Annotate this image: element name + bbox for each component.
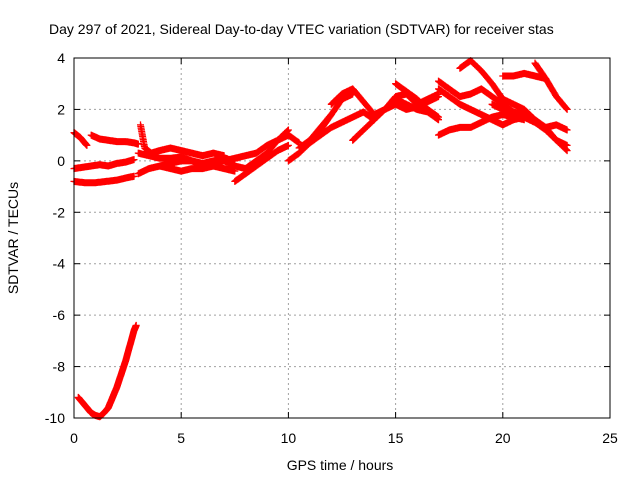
series-track-05	[74, 321, 140, 421]
x-tick-label: 15	[388, 430, 404, 446]
series-track-26	[531, 59, 571, 113]
data-point-markers	[137, 121, 228, 160]
data-point-markers	[488, 100, 571, 155]
y-tick-label: 4	[57, 50, 65, 66]
series-track-15	[306, 108, 378, 147]
data-point-markers	[306, 108, 378, 147]
data-point-markers	[74, 321, 140, 421]
data-point-markers	[242, 126, 292, 173]
x-tick-label: 10	[281, 430, 297, 446]
data-point-markers	[87, 131, 142, 148]
series-track-24	[488, 100, 571, 155]
plot-frame	[73, 57, 611, 419]
y-tick-label: -6	[53, 307, 66, 323]
data-point-markers	[156, 162, 239, 175]
x-tick-label: 20	[495, 430, 511, 446]
series-track-08	[137, 121, 228, 160]
data-point-markers	[499, 69, 550, 83]
chart-title: Day 297 of 2021, Sidereal Day-to-day VTE…	[49, 21, 554, 37]
series-track-19	[392, 80, 442, 121]
x-axis-label: GPS time / hours	[287, 457, 394, 473]
series-track-10	[231, 141, 292, 185]
axis-layer: 0 5 10 15 20 25 -10 -8 -6 -4 -2 0 2 4	[45, 50, 618, 446]
y-tick-label: -4	[53, 256, 66, 272]
y-tick-label: -2	[53, 204, 66, 220]
data-point-markers	[392, 80, 442, 121]
data-point-markers	[231, 141, 292, 185]
x-tick-label: 25	[602, 430, 618, 446]
x-tick-label: 5	[177, 430, 185, 446]
data-point-markers	[531, 59, 571, 113]
series-track-04	[87, 131, 142, 148]
x-tick-label: 0	[70, 430, 78, 446]
series-track-12	[242, 126, 292, 173]
series-track-09	[156, 162, 239, 175]
y-tick-label: -10	[45, 410, 65, 426]
y-tick-label: 0	[57, 153, 65, 169]
y-tick-label: -8	[53, 359, 66, 375]
series-track-25	[499, 69, 550, 83]
data-layer	[70, 57, 571, 421]
y-axis-label: SDTVAR / TECUs	[5, 182, 21, 294]
y-tick-label: 2	[57, 101, 65, 117]
